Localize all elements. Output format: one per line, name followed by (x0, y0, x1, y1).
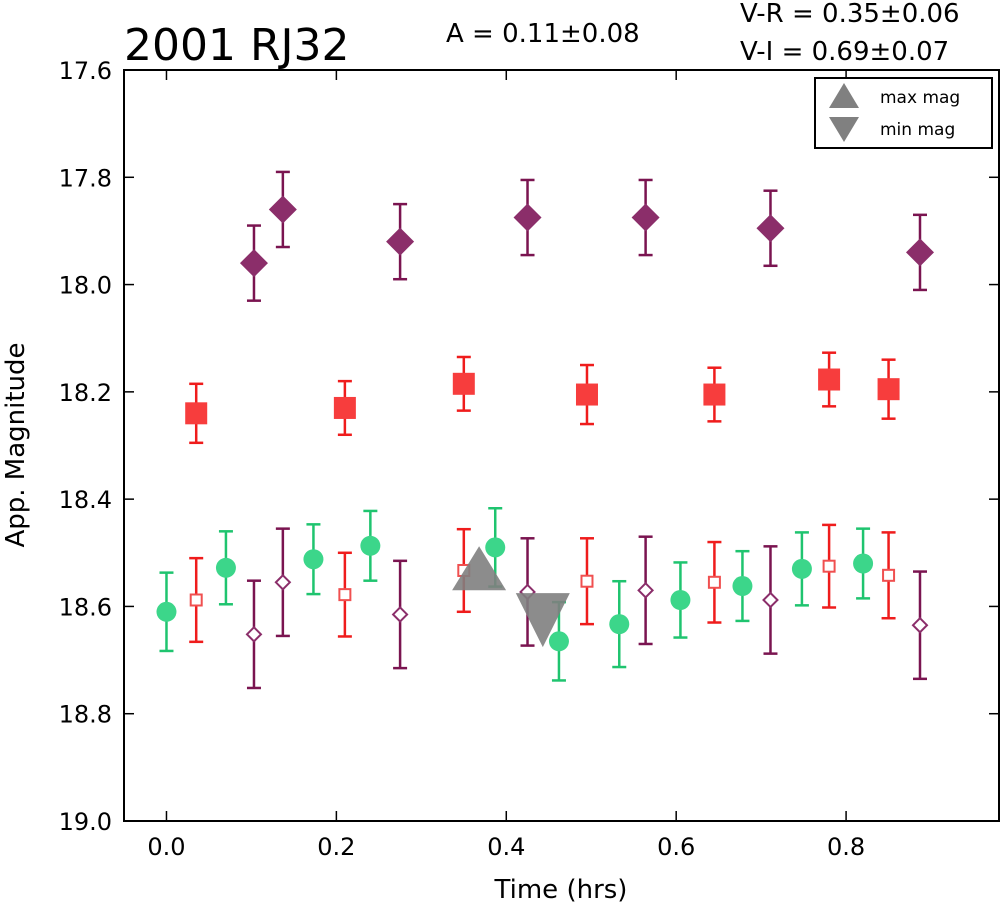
legend-min-mag-label: min mag (880, 120, 955, 140)
data-point-square (185, 402, 208, 425)
data-point-diamond (268, 195, 297, 224)
x-tick-label: 0.2 (317, 833, 355, 861)
y-tick-label: 18.0 (59, 272, 112, 300)
data-point-square (703, 383, 726, 406)
data-point-circle (670, 589, 691, 610)
x-tick-label: 0.0 (147, 833, 185, 861)
x-tick-label: 0.8 (827, 833, 865, 861)
data-point-circle (485, 537, 506, 558)
data-point-diamond (386, 227, 415, 256)
data-point-square-open (338, 588, 352, 602)
color-vi-label: V-I = 0.69±0.07 (740, 37, 949, 67)
data-point-square-open (882, 568, 896, 582)
max-mag-marker (452, 546, 507, 591)
data-point-square-open (189, 593, 203, 607)
data-point-circle (609, 614, 630, 635)
data-point-diamond-open (391, 606, 409, 623)
y-tick-label: 18.6 (59, 593, 112, 621)
legend-max-mag-label: max mag (880, 88, 960, 108)
y-tick-label: 18.8 (59, 701, 112, 729)
legend-min-mag-marker (829, 117, 859, 142)
plot-frame (123, 69, 1000, 822)
axis-ticks: 0.0 0.2 0.4 0.6 0.8 17.6 17.8 18.0 18.2 18.4 18.6 1… (59, 57, 999, 861)
data-point-circle (791, 558, 812, 579)
data-point-diamond (631, 203, 660, 232)
y-tick-label: 17.8 (59, 164, 112, 192)
data-point-circle (853, 553, 874, 574)
data-point-diamond-open (911, 616, 929, 634)
data-point-square (452, 372, 475, 395)
y-tick-label: 19.0 (59, 808, 112, 836)
y-tick-label: 17.6 (59, 57, 112, 85)
chart-title: 2001 RJ32 (124, 20, 350, 71)
data-point-diamond-open (274, 573, 292, 591)
y-tick-label: 18.2 (59, 379, 112, 407)
data-point-circle (732, 576, 753, 597)
data-point-diamond-open (762, 591, 779, 609)
data-point-diamond (513, 203, 542, 232)
data-point-circle (156, 601, 177, 622)
x-tick-label: 0.6 (657, 833, 695, 861)
legend-max-mag-marker (829, 83, 859, 108)
data-point-diamond-open (637, 581, 655, 599)
data-point-square-open (822, 559, 836, 573)
data-point-circle (215, 557, 236, 578)
y-tick-label: 18.4 (59, 486, 112, 514)
legend: max mag min mag (814, 77, 993, 149)
data-point-circle (548, 631, 569, 652)
min-mag-marker (515, 593, 570, 648)
data-point-diamond (756, 214, 785, 243)
data-point-square-open (580, 574, 594, 588)
y-axis-label: App. Magnitude (1, 342, 31, 547)
x-axis-label: Time (hrs) (494, 875, 628, 904)
data-point-square (575, 383, 598, 406)
data-point-circle (303, 549, 324, 570)
data-point-diamond (239, 249, 268, 278)
amplitude-label: A = 0.11±0.08 (446, 19, 640, 49)
plot-marks (156, 170, 934, 690)
data-point-diamond (905, 238, 934, 267)
data-point-square (333, 396, 356, 419)
data-point-diamond-open (245, 625, 263, 643)
data-point-square (818, 368, 841, 391)
data-point-circle (360, 535, 381, 556)
data-point-square-open (707, 575, 721, 589)
x-tick-label: 0.4 (487, 833, 525, 861)
color-vr-label: V-R = 0.35±0.06 (740, 0, 960, 29)
data-point-square (877, 378, 900, 401)
